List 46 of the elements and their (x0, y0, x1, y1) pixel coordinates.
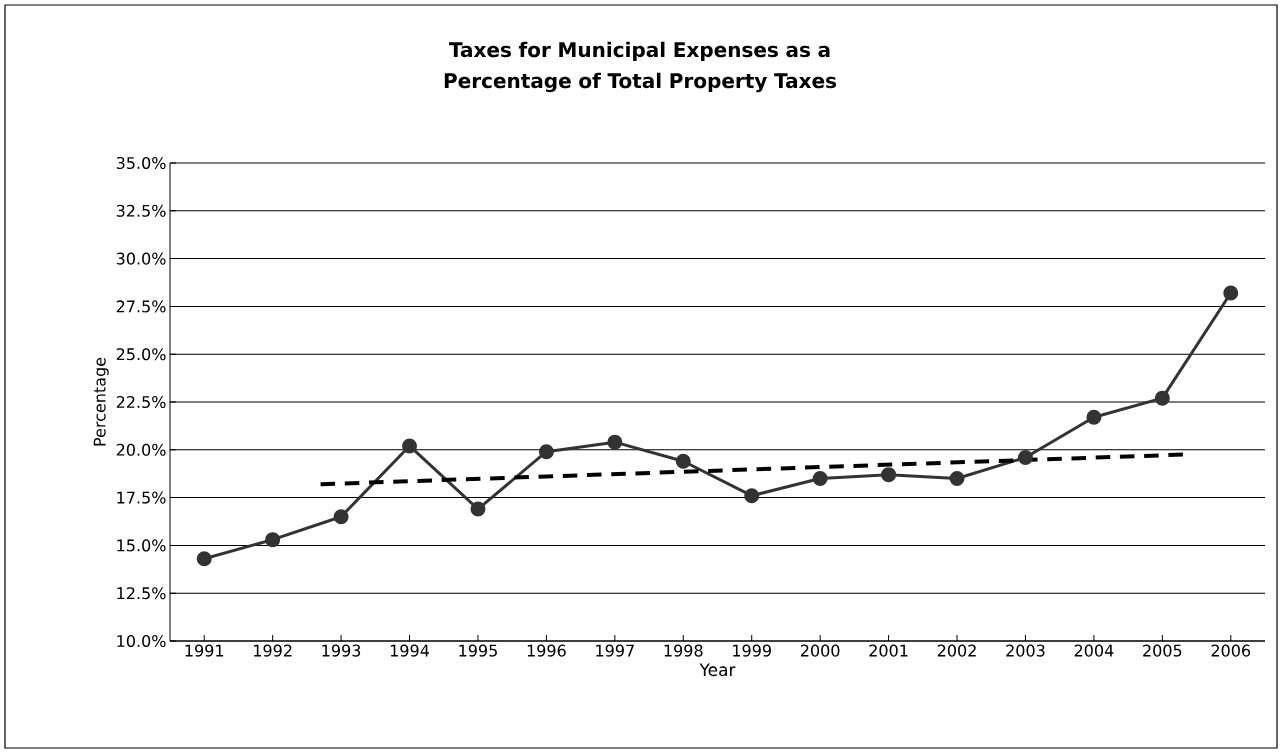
point (881, 467, 897, 483)
x-tick-label: 1995 (459, 644, 497, 657)
x-tick-label: 2002 (937, 644, 976, 657)
x-tick-label: 2003 (1006, 644, 1045, 657)
y-tick-label: 12.5% (117, 587, 166, 600)
point (675, 453, 691, 469)
point (196, 551, 212, 567)
point (607, 434, 623, 450)
x-tick-label: 2004 (1074, 644, 1114, 657)
y-tick-label: 30.0% (116, 252, 166, 265)
y-tick-label: 32.5% (116, 204, 166, 217)
y-tick-label: 17.5% (117, 491, 166, 504)
point (949, 470, 965, 486)
point (812, 470, 828, 486)
point (744, 488, 760, 504)
y-tick-label: 20.0% (116, 443, 166, 456)
point (1086, 409, 1102, 425)
x-tick-label: 2006 (1211, 644, 1251, 657)
y-tick-label: 15.0% (117, 539, 166, 552)
x-tick-label: 1996 (527, 644, 566, 657)
point (1017, 449, 1033, 465)
y-tick-label: 10.0% (117, 634, 166, 648)
y-axis-title: Percentage (93, 357, 109, 446)
chart-title: Taxes for Municipal Expenses as a Percentage of Total Property Taxes (444, 41, 837, 93)
x-tick-label: 2000 (800, 644, 840, 657)
point (265, 532, 281, 548)
x-tick-label: 2005 (1143, 644, 1182, 657)
x-tick-label: 1997 (596, 644, 634, 657)
x-tick-label: 1991 (185, 644, 224, 657)
x-axis-title: Year (699, 663, 736, 677)
point (333, 509, 349, 525)
point (402, 438, 418, 454)
y-tick-label: 25.0% (116, 348, 166, 361)
point (538, 444, 554, 460)
x-tick-label: 1993 (322, 644, 361, 657)
y-tick-label: 27.5% (116, 300, 166, 313)
x-tick-label: 1999 (733, 644, 771, 657)
point (1223, 285, 1239, 301)
x-tick-label: 2001 (869, 644, 908, 657)
point (1154, 390, 1170, 406)
y-tick-label: 35.0% (116, 156, 166, 170)
x-tick-label: 1998 (664, 644, 703, 657)
x-tick-label: 1992 (254, 644, 292, 657)
y-tick-label: 22.5% (116, 395, 166, 409)
x-tick-label: 1994 (390, 644, 429, 657)
point (470, 501, 486, 517)
